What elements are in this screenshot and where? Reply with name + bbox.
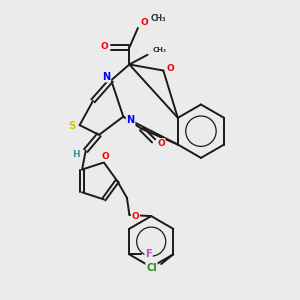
Text: CH₃: CH₃ xyxy=(151,14,166,23)
Text: O: O xyxy=(100,42,108,51)
Text: O: O xyxy=(167,64,175,73)
Text: CH₃: CH₃ xyxy=(153,47,167,53)
Text: H: H xyxy=(72,150,80,159)
Text: Cl: Cl xyxy=(146,263,157,273)
Text: N: N xyxy=(102,72,110,82)
Text: O: O xyxy=(101,152,109,161)
Text: O: O xyxy=(140,17,148,26)
Text: F: F xyxy=(145,249,152,259)
Text: O: O xyxy=(132,212,139,220)
Text: S: S xyxy=(69,121,76,131)
Text: O: O xyxy=(157,139,165,148)
Text: N: N xyxy=(127,115,135,125)
